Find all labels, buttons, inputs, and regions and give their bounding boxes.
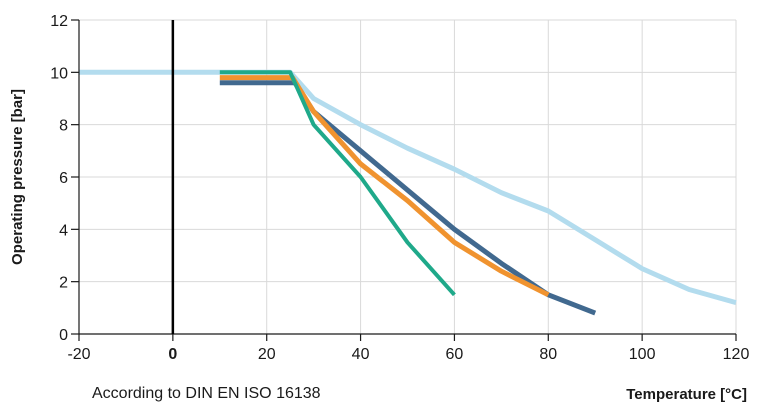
series-line-4 bbox=[219, 70, 456, 297]
x-tick-label: 60 bbox=[446, 346, 464, 363]
y-tick-label: 4 bbox=[59, 222, 68, 239]
y-tick-label: 6 bbox=[59, 170, 68, 187]
x-tick-label: 80 bbox=[539, 346, 557, 363]
x-tick-label: 120 bbox=[723, 346, 750, 363]
tick-layer: 0 2 4 6 8 10 12 -20 0 20 40 60 80 100 120 bbox=[50, 13, 749, 363]
x-tick-label: 40 bbox=[352, 346, 370, 363]
x-axis-title: Temperature [°C] bbox=[626, 386, 747, 403]
y-tick-label: 12 bbox=[50, 13, 68, 30]
y-tick-label: 10 bbox=[50, 65, 68, 82]
y-tick-label: 2 bbox=[59, 275, 68, 292]
x-tick-label: 20 bbox=[258, 346, 276, 363]
x-tick-label: 100 bbox=[629, 346, 656, 363]
y-tick-label: 8 bbox=[59, 118, 68, 135]
y-tick-label: 0 bbox=[59, 327, 68, 344]
series-layer bbox=[79, 69, 737, 316]
y-axis-title: Operating pressure [bar] bbox=[9, 89, 26, 265]
series-line-1 bbox=[79, 69, 737, 306]
grid-layer bbox=[78, 19, 737, 334]
x-tick-label: 0 bbox=[168, 346, 177, 363]
x-tick-label: -20 bbox=[67, 346, 90, 363]
standard-note: According to DIN EN ISO 16138 bbox=[92, 385, 321, 402]
